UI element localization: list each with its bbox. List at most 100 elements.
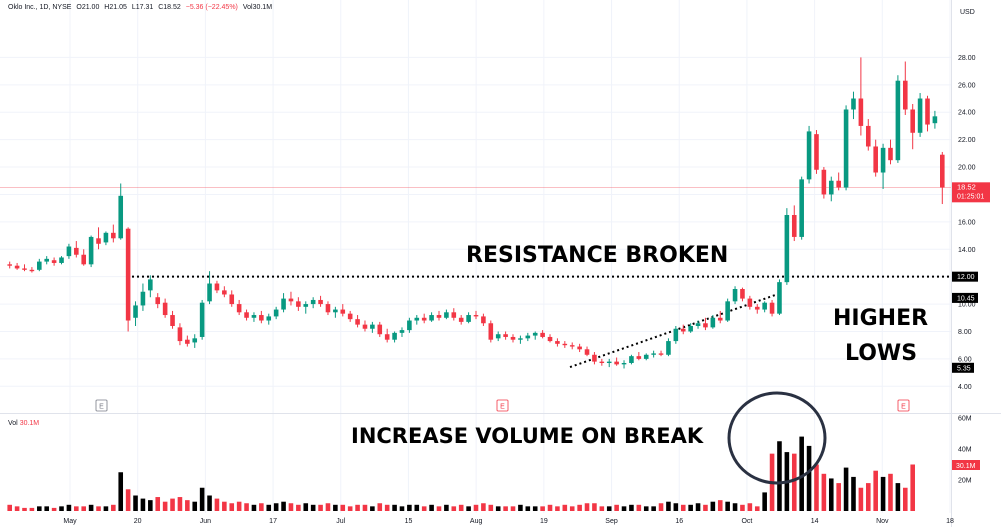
candle-body: [340, 309, 346, 314]
volume-value: Vol30.1M: [242, 4, 273, 11]
candle-body: [66, 246, 72, 257]
candle: [340, 304, 346, 317]
volume-bar: [148, 500, 153, 511]
volume-bar: [407, 504, 412, 511]
candle: [740, 287, 745, 302]
earnings-marker[interactable]: E: [95, 399, 108, 412]
candle: [814, 130, 819, 174]
candle: [710, 315, 716, 329]
earnings-marker[interactable]: E: [897, 399, 910, 412]
candle: [851, 91, 856, 120]
candle: [503, 331, 508, 340]
candle-body: [325, 304, 331, 313]
volume-bar: [880, 476, 886, 511]
resistance-price-label: 12.00: [952, 271, 978, 282]
candle: [281, 293, 286, 313]
volume-bar: [658, 503, 664, 511]
candle: [118, 183, 124, 240]
candle-body: [273, 309, 279, 317]
volume-bar: [777, 441, 782, 511]
volume-bar: [851, 476, 856, 511]
candle-body: [614, 361, 619, 365]
volume-bar: [754, 506, 760, 511]
volume-bar: [333, 504, 338, 511]
volume-bar: [555, 506, 560, 511]
time-tick-label: Jul: [336, 518, 345, 525]
svg-text:18.52: 18.52: [957, 182, 976, 191]
candle-body: [858, 98, 864, 126]
volume-bar: [791, 453, 797, 511]
volume-bar: [569, 506, 575, 511]
volume-legend-value: 30.1M: [19, 420, 40, 427]
price-axis: 4.006.008.0010.0012.0014.0016.0018.0020.…: [958, 55, 976, 391]
volume-bar: [59, 506, 64, 511]
candle-body: [155, 297, 161, 305]
volume-bar: [814, 464, 819, 511]
volume-bar: [214, 498, 220, 511]
volume-bar: [266, 504, 272, 511]
candle: [325, 301, 331, 316]
symbol-legend[interactable]: Oklo Inc., 1D, NYSE O21.00 H21.05 L17.31…: [8, 4, 275, 11]
candle: [821, 167, 827, 199]
time-tick-label: Aug: [470, 518, 483, 525]
volume-tick-label: 20M: [958, 478, 972, 485]
volume-bar: [503, 506, 508, 511]
price-tick-label: 20.00: [958, 165, 976, 172]
volume-bar: [695, 503, 701, 511]
volume-bar: [44, 506, 50, 511]
volume-bar: [703, 504, 708, 511]
candle: [74, 241, 79, 258]
candle: [22, 264, 27, 272]
svg-text:E: E: [901, 404, 906, 411]
candle: [888, 139, 893, 165]
candle: [791, 205, 797, 242]
candle: [577, 343, 582, 353]
price-tick-label: 28.00: [958, 55, 976, 62]
candle: [525, 332, 531, 342]
volume-bar: [118, 472, 124, 511]
candle: [414, 315, 420, 325]
candle: [880, 143, 886, 189]
candle-body: [636, 356, 642, 359]
candle-body: [399, 330, 405, 333]
volume-bar: [362, 504, 368, 511]
candle-body: [81, 254, 87, 265]
price-tick-label: 4.00: [958, 384, 972, 391]
volume-bar: [584, 503, 590, 511]
volume-bar: [125, 489, 131, 511]
candle-body: [414, 317, 420, 321]
candle-body: [865, 125, 871, 147]
candle-body: [148, 279, 153, 291]
candle: [495, 331, 501, 342]
volume-bar: [732, 503, 738, 511]
volume-bar: [340, 504, 346, 511]
candle-body: [244, 312, 249, 318]
volume-bar: [666, 501, 671, 511]
candle: [362, 320, 368, 332]
candle-body: [843, 109, 849, 188]
price-tick-label: 10.00: [958, 302, 976, 309]
candle: [777, 279, 782, 316]
price-tick-label: 6.00: [958, 356, 972, 363]
candle: [762, 301, 767, 313]
candle: [717, 310, 723, 324]
candle: [481, 313, 486, 326]
candle-body: [118, 195, 124, 239]
candle-body: [621, 363, 627, 365]
earnings-marker[interactable]: E: [496, 399, 509, 412]
candle: [229, 290, 235, 307]
volume-axis: 60M 40M 20M: [958, 416, 972, 485]
earnings-markers[interactable]: E E E: [95, 399, 910, 412]
candle: [940, 151, 945, 205]
volume-legend[interactable]: Vol 30.1M: [8, 420, 39, 427]
volume-bar: [244, 503, 249, 511]
candle: [799, 176, 804, 240]
volume-bar: [259, 503, 264, 511]
candle: [177, 323, 183, 346]
candle: [155, 293, 161, 309]
candle-body: [347, 313, 353, 320]
volume-bar: [614, 504, 619, 511]
candle: [466, 312, 471, 324]
candle: [44, 256, 50, 265]
